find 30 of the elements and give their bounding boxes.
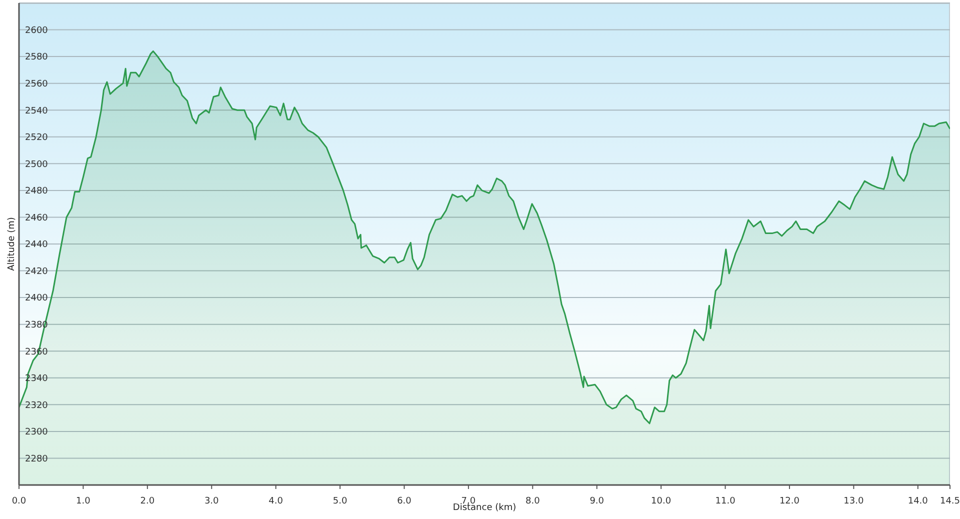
y-tick-label: 2320: [25, 400, 48, 411]
y-tick-label: 2480: [25, 186, 48, 197]
x-tick-label: 2.0: [140, 496, 155, 506]
y-tick-label: 2580: [25, 52, 48, 63]
x-tick-label: 11.0: [715, 496, 736, 506]
x-tick-label: 0.0: [12, 496, 26, 506]
y-axis-title: Altitude (m): [7, 217, 18, 271]
y-tick-label: 2520: [25, 133, 48, 144]
y-tick-label: 2600: [25, 26, 48, 36]
x-tick-label: 8.0: [525, 496, 540, 506]
x-tick-label: 14.0: [908, 496, 928, 506]
y-tick-label: 2540: [25, 106, 48, 116]
x-tick-label: 10.0: [651, 496, 672, 506]
y-tick-label: 2500: [25, 160, 48, 170]
y-tick-label: 2460: [25, 213, 48, 224]
y-tick-label: 2560: [25, 79, 48, 90]
x-tick-label: 12.0: [779, 496, 800, 506]
y-tick-label: 2440: [25, 240, 48, 250]
y-tick-label: 2280: [25, 454, 48, 464]
x-tick-label: 14.5: [940, 496, 960, 506]
y-tick-label: 2300: [25, 428, 48, 438]
y-tick-label: 2420: [25, 266, 48, 277]
x-tick-label: 1.0: [76, 496, 91, 506]
x-tick-label: 4.0: [268, 496, 284, 506]
x-tick-label: 13.0: [844, 496, 864, 506]
x-tick-label: 9.0: [590, 496, 604, 506]
x-tick-label: 6.0: [397, 496, 412, 506]
y-tick-label: 2400: [25, 294, 48, 304]
x-tick-label: 5.0: [332, 496, 348, 506]
x-tick-label: 3.0: [204, 496, 220, 506]
